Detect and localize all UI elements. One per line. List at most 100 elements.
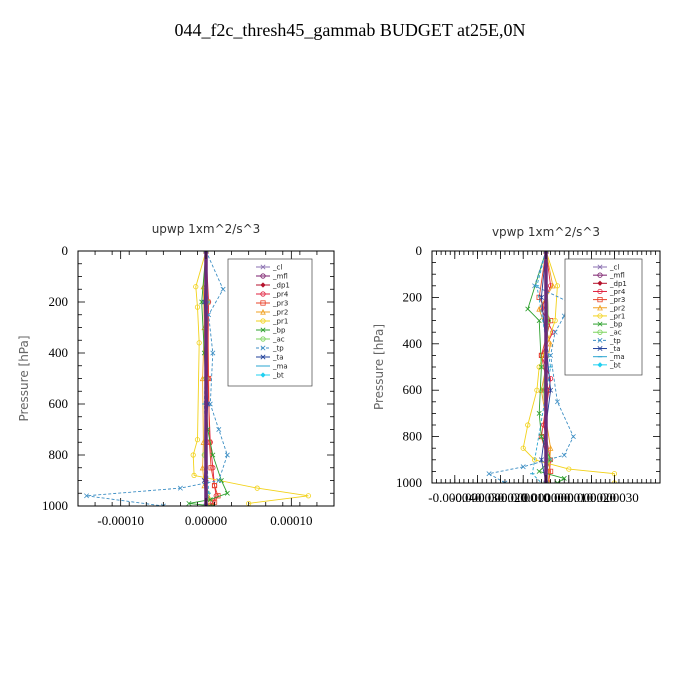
series-point-pr1 <box>554 283 561 289</box>
y-tick-label-1: 0 <box>62 243 69 258</box>
legend-label-cl: _cl <box>609 264 619 272</box>
legend-marker-dp1 <box>260 282 266 288</box>
series-point-pr1 <box>194 437 201 443</box>
series-point-bp <box>525 306 531 312</box>
legend-marker-pr4 <box>597 288 603 295</box>
series-point-bp <box>186 500 192 506</box>
y-axis-label-2: Pressure [hPa] <box>372 324 386 410</box>
series-point-bp <box>538 434 544 440</box>
y-tick-label-2: 600 <box>403 382 423 397</box>
series-line-pr1 <box>522 251 615 483</box>
series-point-ta <box>538 457 544 463</box>
y-tick-label-2: 800 <box>403 429 423 444</box>
legend-box-1 <box>227 258 313 387</box>
legend-marker-pr3 <box>597 297 603 303</box>
series-point-tp <box>224 452 230 458</box>
series-point-bp <box>207 497 213 503</box>
legend-label-pr2: _pr2 <box>272 309 288 317</box>
y-tick-label-1: 400 <box>49 345 69 360</box>
series-point-bp <box>536 468 542 474</box>
y-tick-label-1: 800 <box>49 447 69 462</box>
x-tick-label-2: 0.000030 <box>590 490 639 505</box>
legend-label-ac: _ac <box>609 329 622 337</box>
series-point-pr1 <box>194 304 201 310</box>
series-point-tp <box>486 471 492 477</box>
legend-marker-pr2 <box>260 308 266 315</box>
series-point-tp <box>210 350 216 356</box>
series-point-pr2 <box>547 340 554 347</box>
series-point-tp <box>520 464 526 470</box>
series-point-pr1 <box>531 457 538 463</box>
y-tick-label-1: 1000 <box>42 498 68 513</box>
series-point-tp <box>160 503 166 506</box>
series-point-pr1 <box>305 493 311 499</box>
legend-marker-mfl <box>260 273 266 279</box>
series-point-pr1 <box>196 340 202 346</box>
chart-panel-1: 0 200 400 600 800 1000 -0.00010 0.00000 0.00010 u… <box>17 222 335 528</box>
series-point-tp <box>532 283 538 289</box>
legend-label-pr1: _pr1 <box>272 318 288 326</box>
y-tick-label-2: 400 <box>403 336 423 351</box>
legend-label-ta: _ta <box>609 345 621 353</box>
series-point-bp <box>210 452 216 458</box>
legend-marker-ac <box>597 329 603 335</box>
series-point-bp <box>538 364 544 370</box>
y-tick-label-2: 1000 <box>396 475 422 490</box>
series-line-bp <box>188 251 228 506</box>
legend-label-mfl: _mfl <box>609 272 625 280</box>
legend-label-pr4: _pr4 <box>272 291 289 299</box>
y-tick-label-2: 0 <box>416 243 423 258</box>
legend-marker-pr2 <box>597 304 603 311</box>
series-point-tp <box>548 352 554 358</box>
series-point-pr1 <box>193 284 199 290</box>
x-tick-label-2: 0.000010 <box>544 490 593 505</box>
y-tick-label-1: 200 <box>49 294 69 309</box>
legend-label-ma: _ma <box>609 353 625 361</box>
legend-marker-cl <box>260 264 266 270</box>
series-point-tp <box>502 480 508 483</box>
series-point-tp <box>552 329 558 335</box>
legend-label-pr3: _pr3 <box>609 296 625 304</box>
series-point-pr1 <box>254 485 260 491</box>
series-point-tp <box>570 434 576 440</box>
series-point-pr2 <box>536 305 543 312</box>
series-point-pr1 <box>525 422 531 428</box>
legend-label-ma: _ma <box>272 363 288 371</box>
x-tick-label-2: 0.000020 <box>567 490 616 505</box>
legend-2: _cl_mfl_dp1_pr4_pr3_pr2_pr1_bp_ac_tp_ta_… <box>564 258 643 376</box>
legend-label-tp: _tp <box>609 337 621 345</box>
series-point-tp <box>177 485 183 491</box>
series-line-tp <box>487 251 574 483</box>
panel-title-2: vpwp 1xm^2/s^3 <box>492 225 600 239</box>
legend-1: _cl_mfl_dp1_pr4_pr3_pr2_pr1_bp_ac_tp_ta_… <box>227 258 313 387</box>
series-point-pr1 <box>552 317 558 324</box>
panel-title-1: upwp 1xm^2/s^3 <box>152 222 261 236</box>
series-point-tp <box>84 493 90 499</box>
series-point-pr3 <box>211 482 218 489</box>
legend-label-mfl: _mfl <box>272 273 288 281</box>
series-point-ta <box>538 294 544 300</box>
legend-marker-ta <box>260 354 266 360</box>
series-point-pr1 <box>190 452 196 458</box>
legend-marker-ac <box>260 336 266 342</box>
series-line-ma <box>531 251 552 483</box>
series-point-pr1 <box>520 445 526 451</box>
legend-marker-cl <box>597 264 603 270</box>
legend-label-cl: _cl <box>272 264 282 272</box>
series-point-bp <box>224 490 230 496</box>
legend-marker-mfl <box>597 272 603 278</box>
series-point-bp <box>561 475 567 481</box>
x-tick-label-2: -0.000010 <box>497 490 550 505</box>
series-point-bp <box>536 318 542 324</box>
series-point-ta <box>548 387 554 393</box>
series-line-pr1 <box>192 251 309 504</box>
legend-label-dp1: _dp1 <box>272 282 290 290</box>
legend-label-bt: _bt <box>609 361 621 369</box>
legend-marker-pr1 <box>597 313 603 319</box>
legend-label-bp: _bp <box>609 321 623 329</box>
legend-marker-pr3 <box>260 300 266 306</box>
series-point-pr3 <box>547 468 554 475</box>
series-point-pr3 <box>208 465 214 471</box>
legend-marker-bp <box>597 321 603 327</box>
